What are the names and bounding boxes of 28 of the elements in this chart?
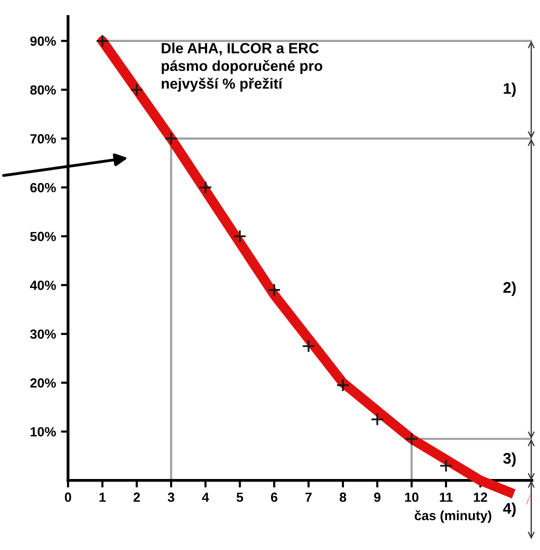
x-tick-label: 12 — [474, 492, 488, 502]
annotation: 2) — [503, 282, 516, 296]
y-tick-label: 60% — [30, 182, 56, 192]
x-tick-label: 3 — [168, 492, 174, 502]
x-tick-label: 4 — [202, 492, 210, 502]
y-tick-label: 80% — [30, 85, 56, 95]
x-tick-label: 11 — [440, 492, 453, 502]
annotation: 4) — [503, 502, 516, 517]
annotation: 1) — [504, 82, 516, 97]
x-tick-label: 7 — [305, 492, 312, 502]
x-tick-label: 5 — [236, 492, 244, 502]
x-tick-label: 9 — [374, 492, 380, 502]
y-tick-label: 70% — [30, 134, 56, 144]
y-tick-label: 10% — [30, 427, 56, 436]
y-tick-label: 90% — [30, 36, 56, 46]
x-tick-label: 1 — [100, 492, 106, 502]
x-tick-label: 0 — [64, 492, 72, 502]
annotation: Dle AHA, ILCOR a ERC pásmo doporučené pro nejvyšší % přežití — [162, 42, 322, 92]
y-tick-label: 50% — [30, 232, 56, 242]
x-tick-label: 2 — [134, 492, 140, 502]
x-tick-label: 6 — [271, 492, 278, 502]
y-tick-label: 20% — [30, 378, 56, 388]
x-tick-label: 8 — [340, 492, 346, 502]
annotation: 3) — [503, 452, 516, 467]
x-tick-label: 10 — [405, 492, 418, 502]
y-tick-label: 40% — [30, 280, 56, 290]
x-axis-title: čas (minuty) — [414, 510, 492, 523]
y-tick-label: 30% — [30, 329, 56, 339]
